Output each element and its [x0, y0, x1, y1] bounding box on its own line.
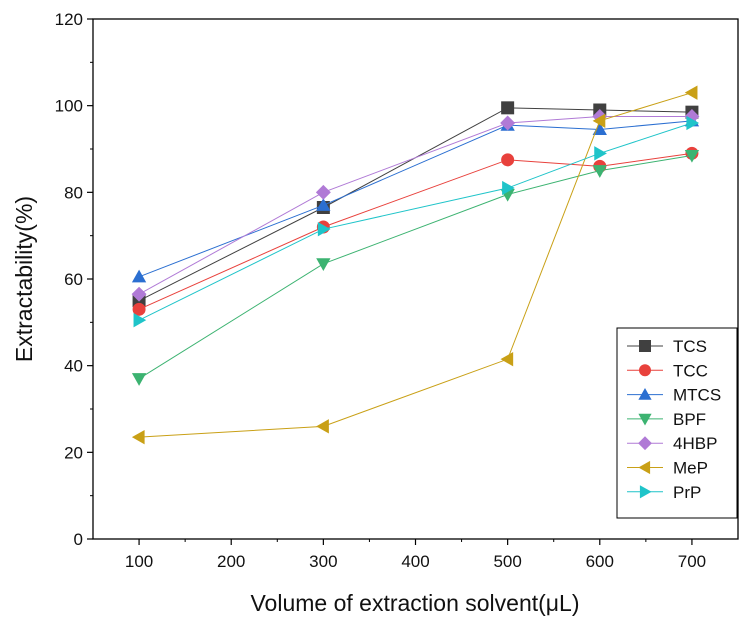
- legend-label-mep: MeP: [673, 459, 708, 478]
- legend-marker-tcc: [639, 364, 651, 377]
- data-point-mep: [684, 85, 698, 100]
- series-bpf: [131, 149, 700, 386]
- data-point-mtcs: [316, 198, 331, 211]
- data-point-prp: [594, 146, 607, 161]
- series-mtcs: [131, 113, 700, 283]
- x-tick-label: 700: [678, 552, 706, 571]
- series-tcc: [132, 146, 699, 316]
- x-tick-label: 600: [586, 552, 614, 571]
- legend-label-4hbp: 4HBP: [673, 434, 717, 453]
- data-point-tcc: [132, 302, 146, 316]
- series-line-4hbp: [138, 116, 692, 295]
- y-tick-label: 40: [64, 357, 83, 376]
- data-point-bpf: [131, 373, 147, 386]
- y-tick-label: 0: [74, 530, 83, 549]
- data-point-mep: [592, 113, 606, 128]
- data-point-mep: [316, 419, 329, 434]
- legend-marker-4hbp: [638, 436, 652, 451]
- legend: TCS TCC MTCS BPF 4HBP MeP PrP: [627, 337, 721, 502]
- data-point-mtcs: [592, 122, 607, 136]
- legend-label-bpf: BPF: [673, 410, 706, 429]
- series-prp: [133, 115, 700, 328]
- legend-marker-mep: [638, 460, 651, 475]
- data-point-prp: [317, 222, 331, 237]
- data-point-4hbp: [592, 109, 608, 124]
- x-tick-label: 500: [493, 552, 521, 571]
- legend-box: [616, 327, 738, 519]
- series-line-bpf: [138, 155, 693, 380]
- legend-marker-bpf: [638, 413, 652, 426]
- series-layer: [131, 85, 700, 445]
- data-point-tcs: [501, 101, 515, 115]
- y-tick-label: 80: [64, 183, 83, 202]
- series-4hbp: [131, 109, 700, 302]
- data-point-4hbp: [684, 109, 700, 124]
- data-point-prp: [133, 313, 147, 328]
- x-tick-label: 100: [125, 552, 153, 571]
- data-point-prp: [686, 115, 700, 131]
- y-tick-label: 120: [55, 10, 83, 29]
- data-point-mep: [500, 352, 514, 367]
- x-tick-label: 400: [401, 552, 429, 571]
- series-mep: [131, 85, 698, 445]
- x-tick-label: 200: [217, 552, 245, 571]
- series-line-tcc: [138, 152, 692, 310]
- y-tick-label: 60: [64, 270, 83, 289]
- axis-layer: 100 200 300 400 500 600 700 0 20 40 60 80 100 120: [55, 10, 706, 571]
- data-point-4hbp: [131, 286, 147, 302]
- data-point-tcc: [501, 153, 515, 167]
- legend-label-mtcs: MTCS: [673, 386, 721, 405]
- data-point-bpf: [316, 258, 331, 271]
- data-point-4hbp: [500, 115, 516, 131]
- data-point-bpf: [592, 165, 607, 178]
- series-line-mtcs: [138, 120, 692, 278]
- y-tick-label: 100: [55, 97, 83, 116]
- x-tick-label: 300: [309, 552, 337, 571]
- series-line-mep: [139, 92, 693, 438]
- data-point-4hbp: [315, 184, 331, 200]
- legend-marker-mtcs: [638, 388, 652, 400]
- series-tcs: [132, 101, 699, 308]
- y-tick-label: 20: [64, 443, 83, 462]
- legend-label-tcs: TCS: [673, 337, 707, 356]
- x-axis-title: Volume of extraction solvent(μL): [250, 590, 579, 616]
- legend-label-prp: PrP: [673, 483, 701, 502]
- data-point-mep: [131, 430, 145, 445]
- data-point-mtcs: [131, 269, 147, 283]
- y-axis-title: Extractability(%): [11, 196, 37, 362]
- data-point-prp: [502, 180, 515, 196]
- data-point-bpf: [684, 149, 700, 163]
- series-line-prp: [138, 122, 693, 321]
- legend-label-tcc: TCC: [673, 361, 708, 380]
- legend-marker-tcs: [639, 340, 651, 352]
- legend-marker-prp: [639, 485, 652, 499]
